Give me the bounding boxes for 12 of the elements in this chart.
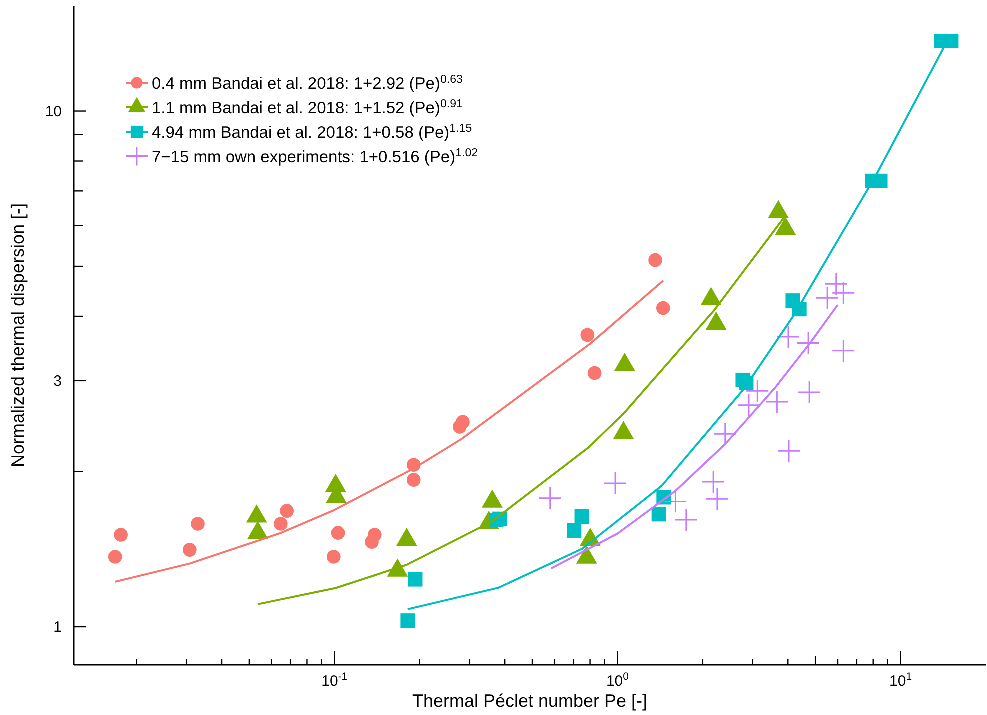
legend-label: 4.94 mm Bandai et al. 2018: 1+0.58 (Pe)$^{1.15}$ xyxy=(152,123,472,142)
x-axis-title: Thermal Péclet number Pe [-] xyxy=(412,691,648,711)
y-tick-label: 3 xyxy=(54,372,62,390)
y-axis-title: Normalized thermal dispersion [-] xyxy=(8,203,28,468)
x-tick-label: 10$^{1}$ xyxy=(890,671,912,690)
x-tick-label: 10$^{-1}$ xyxy=(322,671,348,690)
y-tick-label: 10 xyxy=(45,103,62,120)
legend-label: 7−15 mm own experiments: 1+0.516 (Pe)$^{1.02}$ xyxy=(152,148,478,166)
legend-label: 1.1 mm Bandai et al. 2018: 1+1.52 (Pe)$^{0.91}$ xyxy=(152,98,463,118)
y-tick-label: 1 xyxy=(54,619,62,636)
x-tick-label: 10$^{0}$ xyxy=(606,671,630,690)
legend-label: 0.4 mm Bandai et al. 2018: 1+2.92 (Pe)$^{0.63}$ xyxy=(152,74,463,93)
